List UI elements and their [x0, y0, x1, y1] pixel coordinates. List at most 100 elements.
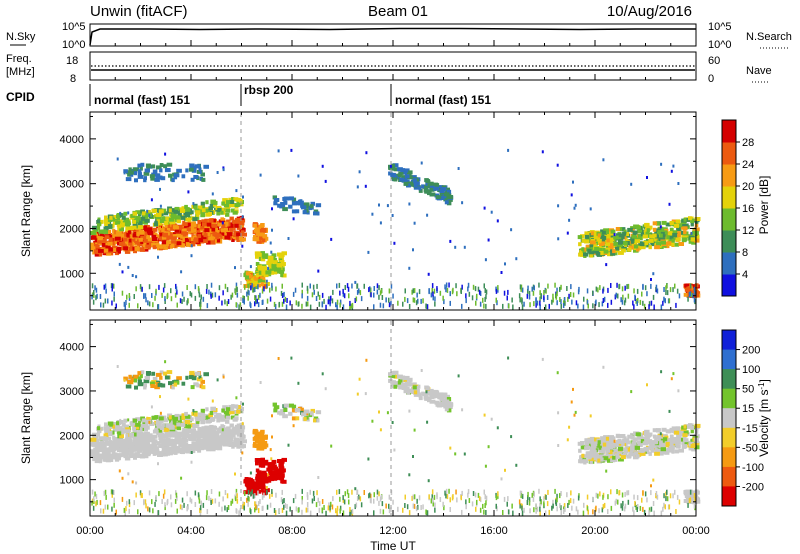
power-cell: [132, 219, 136, 224]
power-cell: [133, 249, 137, 254]
velocity-cell: [666, 441, 670, 446]
power-cell: [176, 215, 181, 220]
velocity-cell: [363, 490, 365, 495]
power-cell: [621, 235, 625, 240]
power-cell: [643, 303, 646, 309]
velocity-cell: [95, 493, 98, 499]
velocity-cell: [479, 497, 482, 503]
velocity-cell: [172, 440, 177, 445]
power-cell: [556, 291, 558, 297]
velocity-cell: [605, 469, 608, 473]
power-cell: [234, 223, 239, 228]
power-cell: [336, 283, 338, 289]
velocity-cell: [370, 498, 372, 504]
power-cell: [224, 299, 226, 305]
power-cell: [105, 288, 107, 294]
velocity-cell: [259, 484, 266, 489]
power-cell: [187, 298, 189, 304]
velocity-cell: [447, 400, 452, 405]
power-cell: [602, 158, 605, 162]
velocity-cell: [151, 371, 156, 376]
power-cell: [269, 270, 274, 275]
power-cell: [246, 291, 248, 297]
power-cell: [181, 239, 187, 244]
velocity-cell: [676, 434, 681, 438]
power-cell: [413, 221, 416, 225]
power-cell: [143, 171, 150, 176]
power-cell: [390, 283, 393, 289]
power-cell: [228, 197, 234, 202]
velocity-cell: [294, 408, 300, 412]
power-cell: [539, 290, 541, 296]
power-cell: [474, 286, 477, 292]
velocity-cell: [284, 503, 287, 508]
velocity-cell: [645, 450, 650, 455]
power-cell: [306, 295, 309, 301]
velocity-cell: [96, 499, 98, 505]
velocity-cell: [413, 503, 416, 509]
power-cell: [412, 288, 414, 294]
velocity-cell: [277, 459, 282, 463]
power-cell: [273, 198, 280, 202]
velocity-cell: [107, 431, 113, 435]
velocity-cell: [622, 500, 624, 506]
power-cell: [675, 219, 681, 224]
power-cell: [252, 280, 258, 285]
power-cell: [581, 247, 585, 252]
power-cell: [129, 226, 134, 231]
velocity-cell: [376, 495, 379, 501]
power-cell: [146, 209, 149, 213]
power-cell: [201, 206, 206, 210]
power-cell: [256, 298, 258, 304]
power-cell: [243, 284, 249, 288]
velocity-cell: [449, 497, 451, 503]
power-cell: [543, 295, 545, 301]
power-cell: [552, 293, 554, 299]
power-cell: [439, 189, 445, 193]
power-cell: [186, 222, 191, 227]
velocity-cell: [193, 412, 198, 417]
power-cell: [639, 299, 642, 305]
power-cell: [583, 252, 589, 257]
power-cell: [196, 169, 203, 174]
power-cell: [135, 237, 141, 241]
velocity-cell: [169, 446, 173, 451]
power-cell: [158, 236, 162, 241]
velocity-cell: [121, 429, 126, 434]
velocity-cell: [229, 423, 234, 428]
velocity-cell: [103, 433, 109, 438]
power-cell: [399, 177, 405, 182]
velocity-cell: [694, 443, 700, 448]
power-cell: [150, 198, 153, 202]
velocity-cell: [126, 432, 132, 437]
power-cell: [422, 298, 424, 304]
power-cell: [208, 206, 213, 211]
power-cell: [218, 285, 221, 291]
velocity-cell: [502, 510, 504, 515]
velocity-cell: [644, 429, 650, 434]
velocity-cell: [260, 488, 264, 493]
velocity-cell: [182, 428, 188, 433]
velocity-cell: [659, 440, 663, 445]
power-cell: [595, 299, 597, 305]
power-cell: [432, 291, 434, 297]
velocity-cell: [564, 506, 566, 512]
velocity-cell: [689, 497, 692, 503]
power-cell: [584, 234, 589, 239]
velocity-cell: [666, 489, 668, 495]
velocity-cell: [181, 445, 187, 450]
power-cell: [669, 221, 674, 225]
velocity-cell: [176, 508, 178, 514]
velocity-cell: [329, 505, 331, 511]
power-cell: [531, 286, 533, 292]
velocity-cell: [429, 399, 436, 404]
velocity-cell: [597, 458, 601, 463]
power-cell: [99, 294, 102, 299]
velocity-cell: [370, 493, 372, 499]
power-cell: [202, 296, 205, 302]
velocity-cell: [454, 452, 457, 456]
power-cell: [91, 246, 96, 251]
power-cell: [403, 181, 409, 186]
power-cell: [141, 211, 148, 216]
velocity-cell: [250, 491, 252, 497]
